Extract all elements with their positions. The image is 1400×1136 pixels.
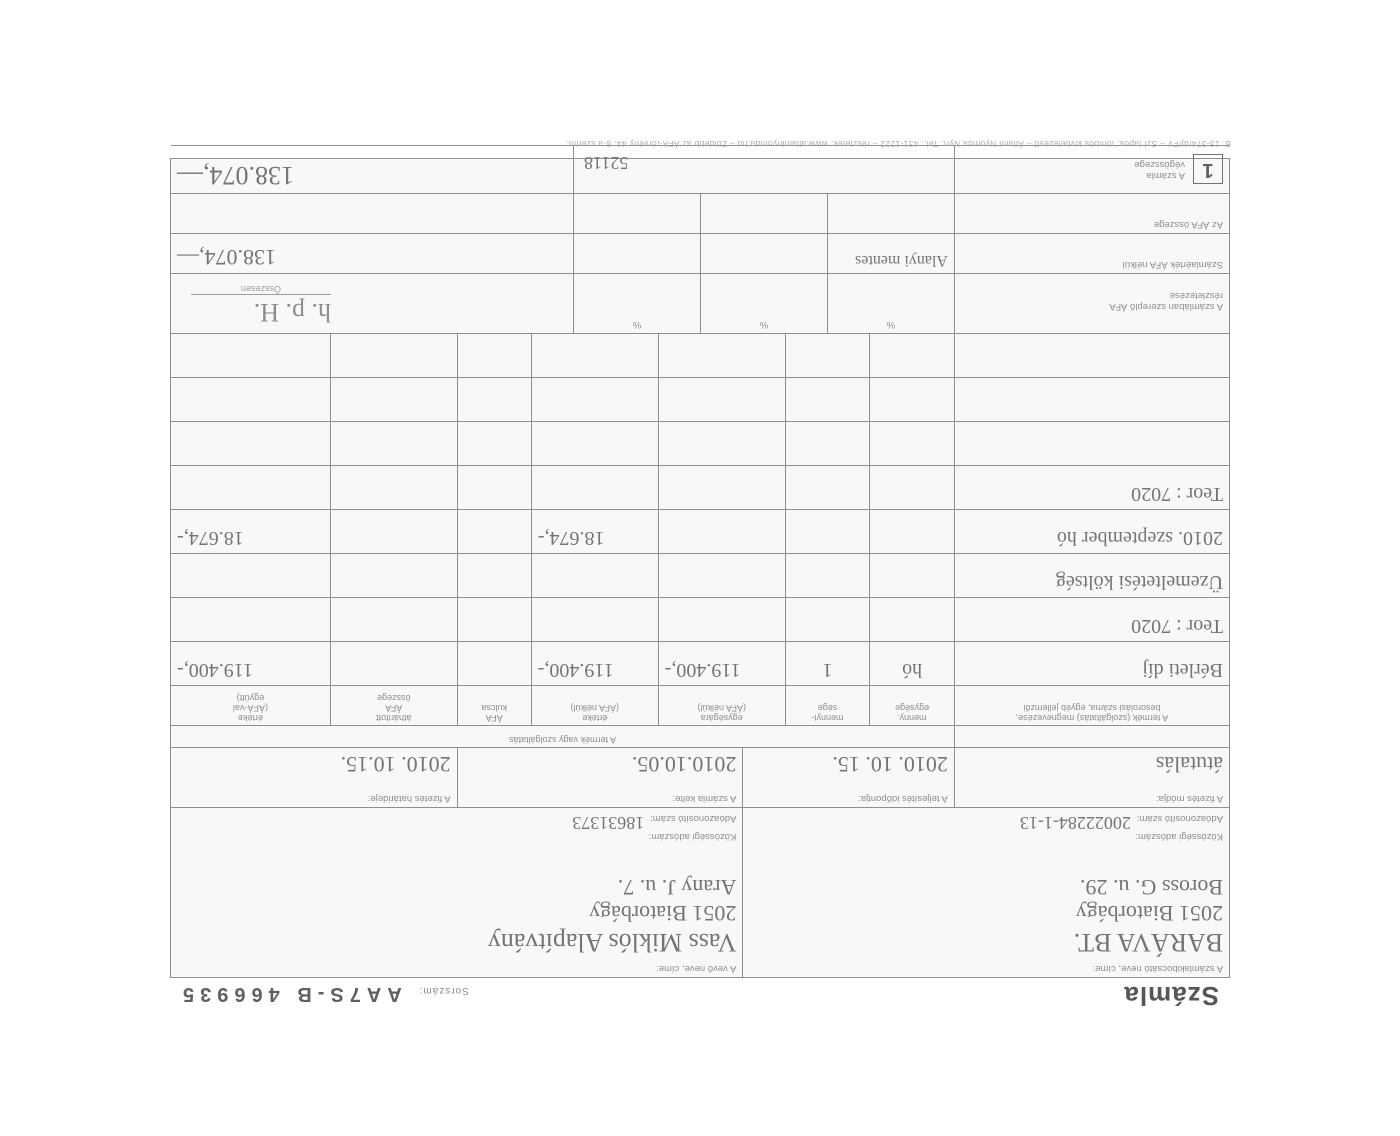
table-row: 2010. szeptember hó 18.674,- 18.674,- [171, 509, 1229, 553]
pct2: % [707, 318, 821, 329]
vat-total-label: Az ÁFA összege [961, 218, 1223, 229]
table-row [171, 421, 1229, 465]
issue-value: 2010.10.05. [464, 752, 737, 776]
col-desc: A termék (szolgáltatás) megnevezése, bes… [954, 685, 1229, 725]
grand-total: 138.074,— [177, 161, 294, 190]
table-row: Teor : 7020 [171, 465, 1229, 509]
perf-value: 2010. 10. 15. [749, 752, 948, 776]
serial-number: Sorszám: AA7S-B 466935 [177, 982, 469, 1005]
net-label: Számlaérték ÁFA nélkül [961, 258, 1223, 269]
grand-total-row: 1 A számla végösszege 52118 138.074,— [171, 145, 1229, 193]
col-vatkey: ÁFA kulcsa [457, 685, 531, 725]
table-row: Bérleti díj hó 1 119.400,- 119.400,- 119.400,… [171, 641, 1229, 685]
cell-unitprice: 119.400,- [665, 659, 741, 681]
paymode-value: átutalás [961, 752, 1223, 776]
cell-gross: 18.674,- [177, 527, 244, 549]
copy-number-box: 1 [1193, 155, 1223, 185]
cell-desc: Bérleti díj [1142, 659, 1223, 681]
items-header: A termék vagy szolgáltatás [171, 725, 954, 747]
grand-label: A számla végösszege [1134, 159, 1185, 181]
pct1: % [834, 318, 948, 329]
seller-addr2: Boross G. u. 29. [749, 875, 1223, 899]
seller-taxid: 20022284-1-13 [1020, 812, 1131, 832]
sum-label: Összesen [191, 284, 331, 295]
doc-title: Számla [1123, 980, 1219, 1011]
hand-number: 52118 [584, 152, 628, 172]
table-row [171, 377, 1229, 421]
col-vatamt: áthárított ÁFA összege [330, 685, 457, 725]
col-qty: mennyi- sége [785, 685, 870, 725]
vat-total-row: Az ÁFA összege [171, 193, 1229, 233]
seller-name: BARÁVA BT. [749, 927, 1223, 956]
items-header-strip: A termék vagy szolgáltatás [171, 725, 1229, 747]
seller-addr1: 2051 Biatorbágy [749, 901, 1223, 925]
parties-row: A számlakibocsátó neve, címe: BARÁVA BT.… [171, 807, 1229, 977]
cell-desc: Teor : 7020 [1131, 483, 1223, 505]
table-row: Üzemeltetési költség [171, 553, 1229, 597]
due-value: 2010. 10.15. [177, 752, 451, 776]
table-row: Teor : 7020 [171, 597, 1229, 641]
vat-breakdown-row: A számlában szereplő ÁFA részletezése % … [171, 273, 1229, 333]
serial-label: Sorszám: [419, 985, 469, 996]
perf-label: A teljesítés időpontja: [749, 792, 948, 803]
vat-note-1: Alanyi mentes [855, 252, 948, 269]
cell-desc: 2010. szeptember hó [1057, 527, 1223, 549]
col-unitprice: egységára (ÁFA nélkül) [658, 685, 785, 725]
pct3: % [580, 318, 694, 329]
buyer-tax2-label: Adóazonosító szám: [650, 812, 736, 823]
cell-desc: Üzemeltetési költség [1056, 571, 1223, 593]
net-total: 138.074,— [177, 245, 276, 270]
col-value: értéke (ÁFA nélkül) [531, 685, 658, 725]
seller-label: A számlakibocsátó neve, címe: [749, 962, 1223, 973]
column-headers: A termék (szolgáltatás) megnevezése, bes… [171, 685, 1229, 725]
cell-qty: 1 [822, 659, 832, 681]
signature-mark: h. p. H. [254, 298, 331, 327]
col-gross: értéke (ÁFÁ-val együtt) [171, 685, 330, 725]
cell-unit: hó [902, 659, 922, 681]
buyer-name: Vass Miklós Alapítvány [177, 927, 736, 956]
net-total-row: Számlaérték ÁFA nélkül Alanyi mentes 138… [171, 233, 1229, 273]
buyer-label: A vevő neve, címe: [177, 962, 736, 973]
col-unit: menny. egysége [869, 685, 954, 725]
cell-value: 119.400,- [538, 659, 614, 681]
cell-desc: Teor : 7020 [1131, 615, 1223, 637]
cell-value: 18.674,- [538, 527, 605, 549]
buyer-addr2: Arany J. u. 7. [177, 875, 736, 899]
issue-label: A számla kelte: [464, 792, 737, 803]
paymode-label: A fizetés módja: [961, 792, 1223, 803]
buyer-taxid: 18631373 [572, 812, 644, 832]
invoice-form: Számla Sorszám: AA7S-B 466935 A számlaki… [170, 158, 1230, 978]
vat-breakdown-label: A számlában szereplő ÁFA részletezése [961, 289, 1223, 311]
buyer-addr1: 2051 Biatorbágy [177, 901, 736, 925]
footer-fineprint: B. 13-374/új/FV – SzI lapos, tömbös kivi… [566, 139, 1231, 149]
dates-row: A fizetés módja: átutalás A teljesítés i… [171, 747, 1229, 807]
due-label: A fizetés határideje: [177, 792, 451, 803]
cell-gross: 119.400,- [177, 659, 253, 681]
serial-value: AA7S-B 466935 [177, 983, 402, 1005]
seller-tax2-label: Adóazonosító szám: [1137, 812, 1223, 823]
line-items: Bérleti díj hó 1 119.400,- 119.400,- 119.400,… [171, 333, 1229, 685]
table-row [171, 333, 1229, 377]
